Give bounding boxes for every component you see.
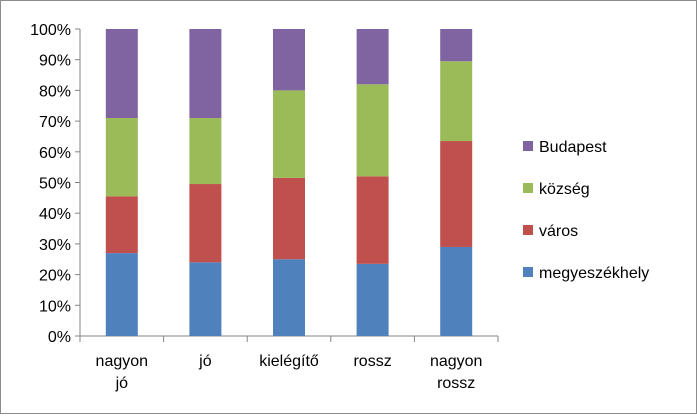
y-tick-label: 80% [39, 83, 71, 100]
x-tick-label: rossz [437, 375, 475, 392]
y-tick-label: 10% [39, 298, 71, 315]
legend-label: Budapest [539, 139, 607, 156]
y-tick-label: 90% [39, 53, 71, 70]
y-tick-label: 40% [39, 206, 71, 223]
x-tick-label: rossz [353, 353, 391, 370]
bar-segment-város [105, 196, 138, 254]
bar-segment-megyeszékhely [105, 253, 138, 336]
bar-segment-Budapest [189, 29, 222, 119]
bar-segment-község [189, 118, 222, 185]
bar-segment-megyeszékhely [189, 262, 222, 336]
y-tick-label: 30% [39, 237, 71, 254]
bar-segment-Budapest [105, 29, 138, 119]
legend: Budapest község város megyeszékhely [523, 139, 649, 282]
legend-label: város [539, 223, 578, 240]
bar-segment-Budapest [273, 29, 305, 91]
bar-segment-község [273, 90, 305, 178]
legend-label: község [539, 181, 590, 198]
y-tick-label: 60% [39, 145, 71, 162]
legend-swatch-megyeszékhely [523, 267, 533, 277]
legend-swatch-város [523, 225, 533, 235]
x-tick-label: kielégítő [259, 353, 319, 370]
bar-segment-város [273, 177, 305, 260]
x-tick-label: jó [115, 375, 129, 392]
bar-segment-község [356, 84, 389, 177]
y-tick-label: 70% [39, 114, 71, 131]
y-tick-label: 50% [39, 176, 71, 193]
y-tick-label: 0% [48, 329, 71, 346]
legend-label: megyeszékhely [539, 265, 649, 282]
bar-segment-megyeszékhely [440, 246, 473, 336]
bar-segment-város [440, 141, 473, 247]
legend-swatch-Budapest [523, 141, 533, 151]
y-tick-label: 100% [30, 22, 71, 39]
x-tick-label: nagyon [430, 353, 483, 370]
x-tick-label: jó [198, 353, 212, 370]
y-tick-label: 20% [39, 268, 71, 285]
bar-segment-Budapest [356, 29, 389, 85]
bar-segment-község [440, 61, 473, 142]
x-axis: nagyon jó jó kielégítő rossz nagyon rossz [79, 335, 499, 392]
bar-segment-Budapest [440, 29, 473, 62]
bar-segment-város [189, 184, 222, 263]
bars [105, 29, 473, 336]
legend-swatch-község [523, 183, 533, 193]
bar-segment-megyeszékhely [273, 259, 305, 336]
x-tick-label: nagyon [96, 353, 149, 370]
y-axis: 0% 10% 20% 30% 40% 50% 60% 70% 80% 90% 100% [30, 22, 81, 346]
bar-segment-megyeszékhely [356, 263, 389, 336]
bar-segment-város [356, 176, 389, 264]
bar-segment-község [105, 118, 138, 197]
